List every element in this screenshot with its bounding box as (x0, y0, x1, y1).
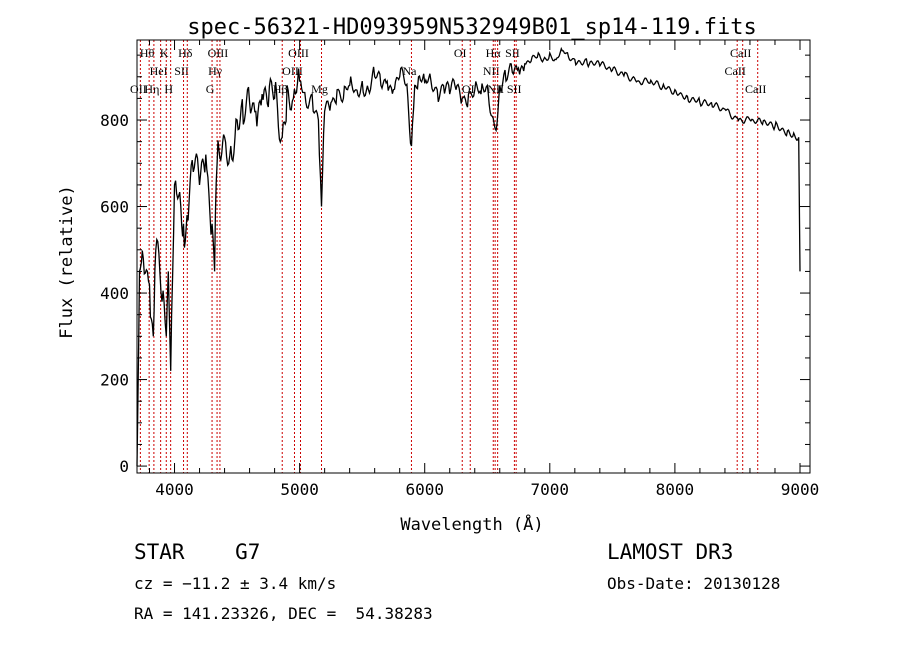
spectral-line-label: SII (174, 64, 189, 78)
spectrum-line (136, 46, 801, 467)
spectral-line-label: Hγ (208, 64, 223, 78)
spectral-line-label: Hθ (140, 46, 155, 60)
spectral-line-label: Mg (311, 82, 328, 96)
survey-name: LAMOST DR3 (607, 540, 734, 564)
y-tick-label: 0 (119, 457, 129, 476)
y-tick-label: 400 (100, 284, 129, 303)
redshift-info: cz = −11.2 ± 3.4 km/s (134, 574, 337, 593)
spectral-line-label: HeI (150, 64, 168, 78)
spectral-line-label: Hδ (178, 46, 193, 60)
spectral-line-label: SII (507, 82, 522, 96)
x-tick-label: 4000 (155, 480, 194, 499)
x-tick-label: 6000 (405, 480, 444, 499)
coordinates-info: RA = 141.23326, DEC = 54.38283 (134, 604, 433, 623)
spectral-line-label: OI (454, 46, 467, 60)
spectral-line-label: Hα (486, 46, 502, 60)
spectral-line-label: CaII (725, 64, 746, 78)
y-tick-label: 200 (100, 371, 129, 390)
object-class: STAR G7 (134, 540, 261, 564)
spectral-line-label: CaII (745, 82, 766, 96)
spectrum-chart: spec-56321-HD093959N532949B01_sp14-119.f… (57, 15, 820, 535)
y-axis-label: Flux (relative) (57, 185, 77, 339)
spectral-line-label: G (206, 82, 215, 96)
spectral-line-label: SII (505, 46, 520, 60)
spectral-line-label: H (164, 82, 173, 96)
plot-frame (136, 39, 811, 474)
obs-date: Obs-Date: 20130128 (607, 574, 781, 593)
spectral-line-label: Na (402, 64, 417, 78)
spectral-line-label: CaII (730, 46, 751, 60)
x-tick-label: 5000 (280, 480, 319, 499)
y-tick-label: 600 (100, 198, 129, 217)
spectral-line-label: K (160, 46, 169, 60)
x-tick-label: 8000 (656, 480, 695, 499)
y-tick-label: 800 (100, 111, 129, 130)
x-axis-label: Wavelength (Å) (400, 513, 543, 535)
spectral-line-label: OII (130, 82, 147, 96)
x-tick-label: 9000 (781, 480, 820, 499)
x-tick-label: 7000 (531, 480, 570, 499)
spectral-line-label: OIII (288, 46, 309, 60)
spectral-line-label: NII (483, 64, 500, 78)
chart-title: spec-56321-HD093959N532949B01_sp14-119.f… (187, 15, 757, 40)
spectral-line-label: OIII (208, 46, 229, 60)
spectral-line-label: Hη (144, 82, 159, 96)
